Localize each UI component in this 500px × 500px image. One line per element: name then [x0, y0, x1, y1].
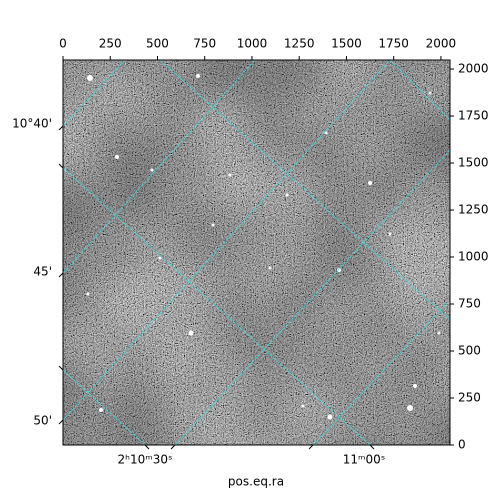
y-tick-label: 1250 [458, 203, 489, 217]
coordinate-grid [63, 60, 450, 445]
dec-tick-label: 10°40' [12, 117, 52, 131]
y-tick-label: 750 [458, 297, 481, 311]
dec-tick-label: 50' [33, 414, 52, 428]
x-tick-label: 750 [193, 37, 216, 51]
x-tick-label: 1250 [284, 37, 315, 51]
x-tick-label: 2000 [426, 37, 457, 51]
x-tick-label: 1000 [237, 37, 268, 51]
x-tick-label: 500 [146, 37, 169, 51]
y-tick-label: 500 [458, 344, 481, 358]
ra-tick-label: 2ʰ10ᵐ30ˢ [118, 453, 173, 467]
y-tick-label: 0 [458, 438, 466, 452]
axes-frame [62, 59, 451, 446]
y-tick-label: 2000 [458, 62, 489, 76]
x-tick-label: 1750 [378, 37, 409, 51]
ra-tick-label: 11ᵐ00ˢ [343, 453, 386, 467]
y-tick-label: 1000 [458, 250, 489, 264]
wcs-ticks [58, 125, 375, 450]
y-tick-label: 250 [458, 391, 481, 405]
image [63, 60, 450, 445]
dec-tick-label: 45' [33, 265, 52, 279]
x-tick-label: 0 [59, 37, 67, 51]
y-tick-label: 1500 [458, 156, 489, 170]
x-tick-label: 1500 [331, 37, 362, 51]
x-tick-label: 250 [99, 37, 122, 51]
y-tick-label: 1750 [458, 109, 489, 123]
x-axis-label: pos.eq.ra [228, 475, 284, 489]
stars [86, 74, 441, 420]
